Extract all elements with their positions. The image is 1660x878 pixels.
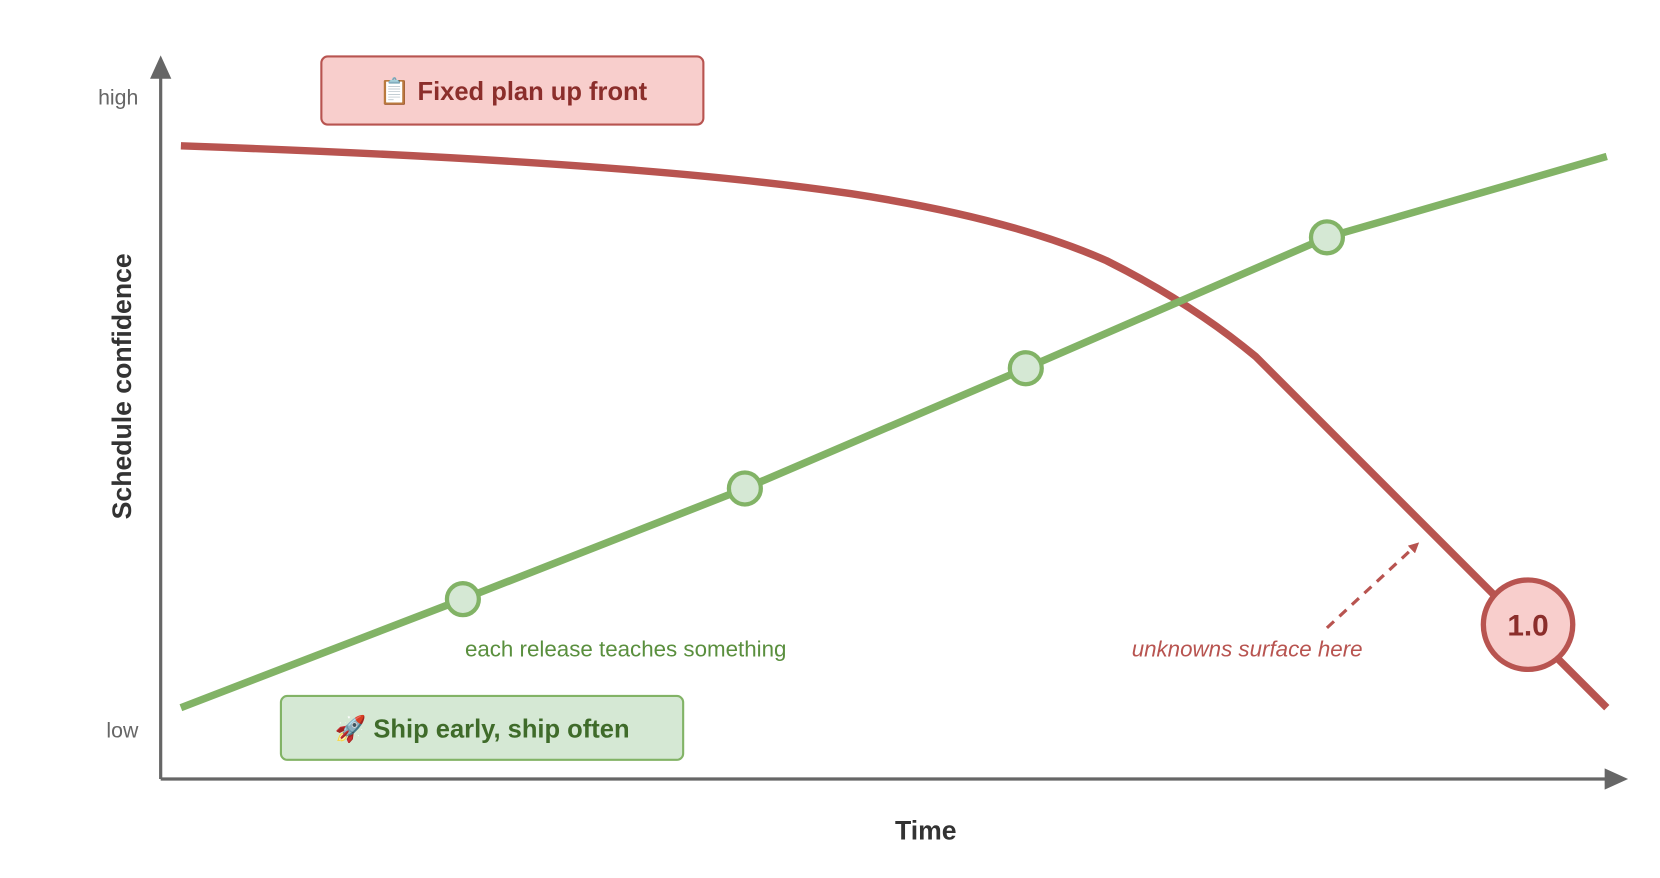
fixed-plan-curve	[180, 142, 1610, 711]
y-low-label: low	[106, 718, 139, 742]
release-note: each release teaches something	[465, 637, 786, 662]
iterative-line	[179, 152, 1608, 712]
ship-early-box	[279, 694, 685, 761]
release-point	[1308, 219, 1346, 256]
y-axis-title: Schedule confidence	[107, 253, 137, 519]
unknowns-note: unknowns surface here	[1132, 637, 1363, 662]
x-axis-arrow	[1604, 768, 1629, 790]
unknowns-arrow	[1325, 542, 1420, 630]
y-axis-arrow	[150, 55, 172, 79]
milestone-label: 1.0	[1507, 609, 1548, 642]
y-high-label: high	[98, 85, 138, 109]
x-axis-title: Time	[895, 816, 957, 846]
release-point	[726, 470, 763, 507]
fixed-plan-box	[320, 55, 705, 126]
fixed-plan-label: 📋 Fixed plan up front	[379, 76, 648, 106]
release-point	[1007, 350, 1044, 387]
ship-early-label: 🚀 Ship early, ship often	[335, 713, 630, 743]
milestone-circle	[1480, 577, 1576, 673]
release-point	[444, 581, 481, 618]
